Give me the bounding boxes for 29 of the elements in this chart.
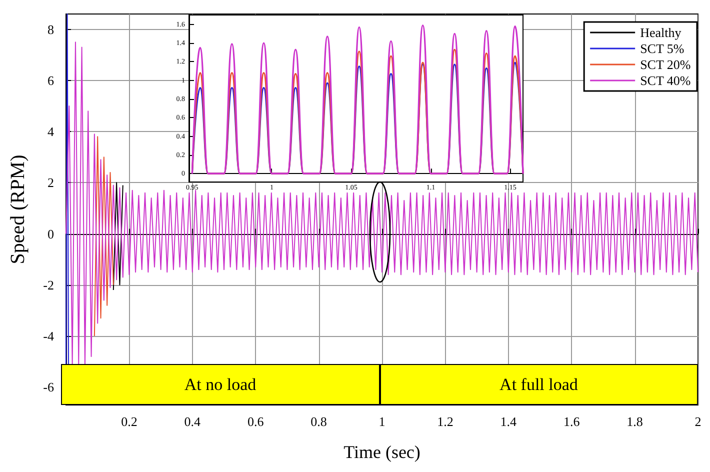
x-tick-label: 0.6 — [247, 414, 264, 429]
label-box: At full load — [380, 364, 698, 405]
annotation: At no load — [184, 374, 256, 394]
y-tick-label: 8 — [48, 22, 54, 37]
y-tick-label: 6 — [48, 72, 54, 88]
y-tick-label: -2 — [43, 277, 54, 292]
x-axis-title: Time (sec) — [344, 442, 420, 462]
x-tick-label: 1.6 — [563, 414, 580, 429]
x-tick-label: 1.8 — [626, 414, 643, 429]
line-series — [94, 136, 114, 336]
x-tick-label: 2 — [694, 414, 702, 429]
legend-label: Healthy — [640, 25, 682, 40]
x-tick-label: 0.8 — [310, 414, 327, 429]
y-axis-title: Speed (RPM) — [7, 154, 29, 264]
annotation: At full load — [500, 374, 578, 394]
line-series — [191, 24, 524, 174]
y-tick-label: -4 — [43, 328, 54, 344]
x-tick-label: 0.2 — [121, 414, 138, 429]
legend-label: SCT 40% — [640, 73, 691, 88]
x-tick-label: 1 — [378, 414, 386, 429]
legend-label: SCT 20% — [640, 57, 691, 72]
y-tick-label: 0 — [48, 226, 54, 242]
legend-label: SCT 5% — [640, 41, 684, 56]
line-series — [66, 42, 698, 365]
x-tick-label: 1.2 — [437, 414, 454, 429]
y-tick-label: -6 — [43, 380, 54, 395]
x-tick-label: 1.4 — [500, 414, 518, 429]
y-tick-label: 4 — [48, 124, 54, 140]
label-box: At no load — [61, 364, 380, 405]
